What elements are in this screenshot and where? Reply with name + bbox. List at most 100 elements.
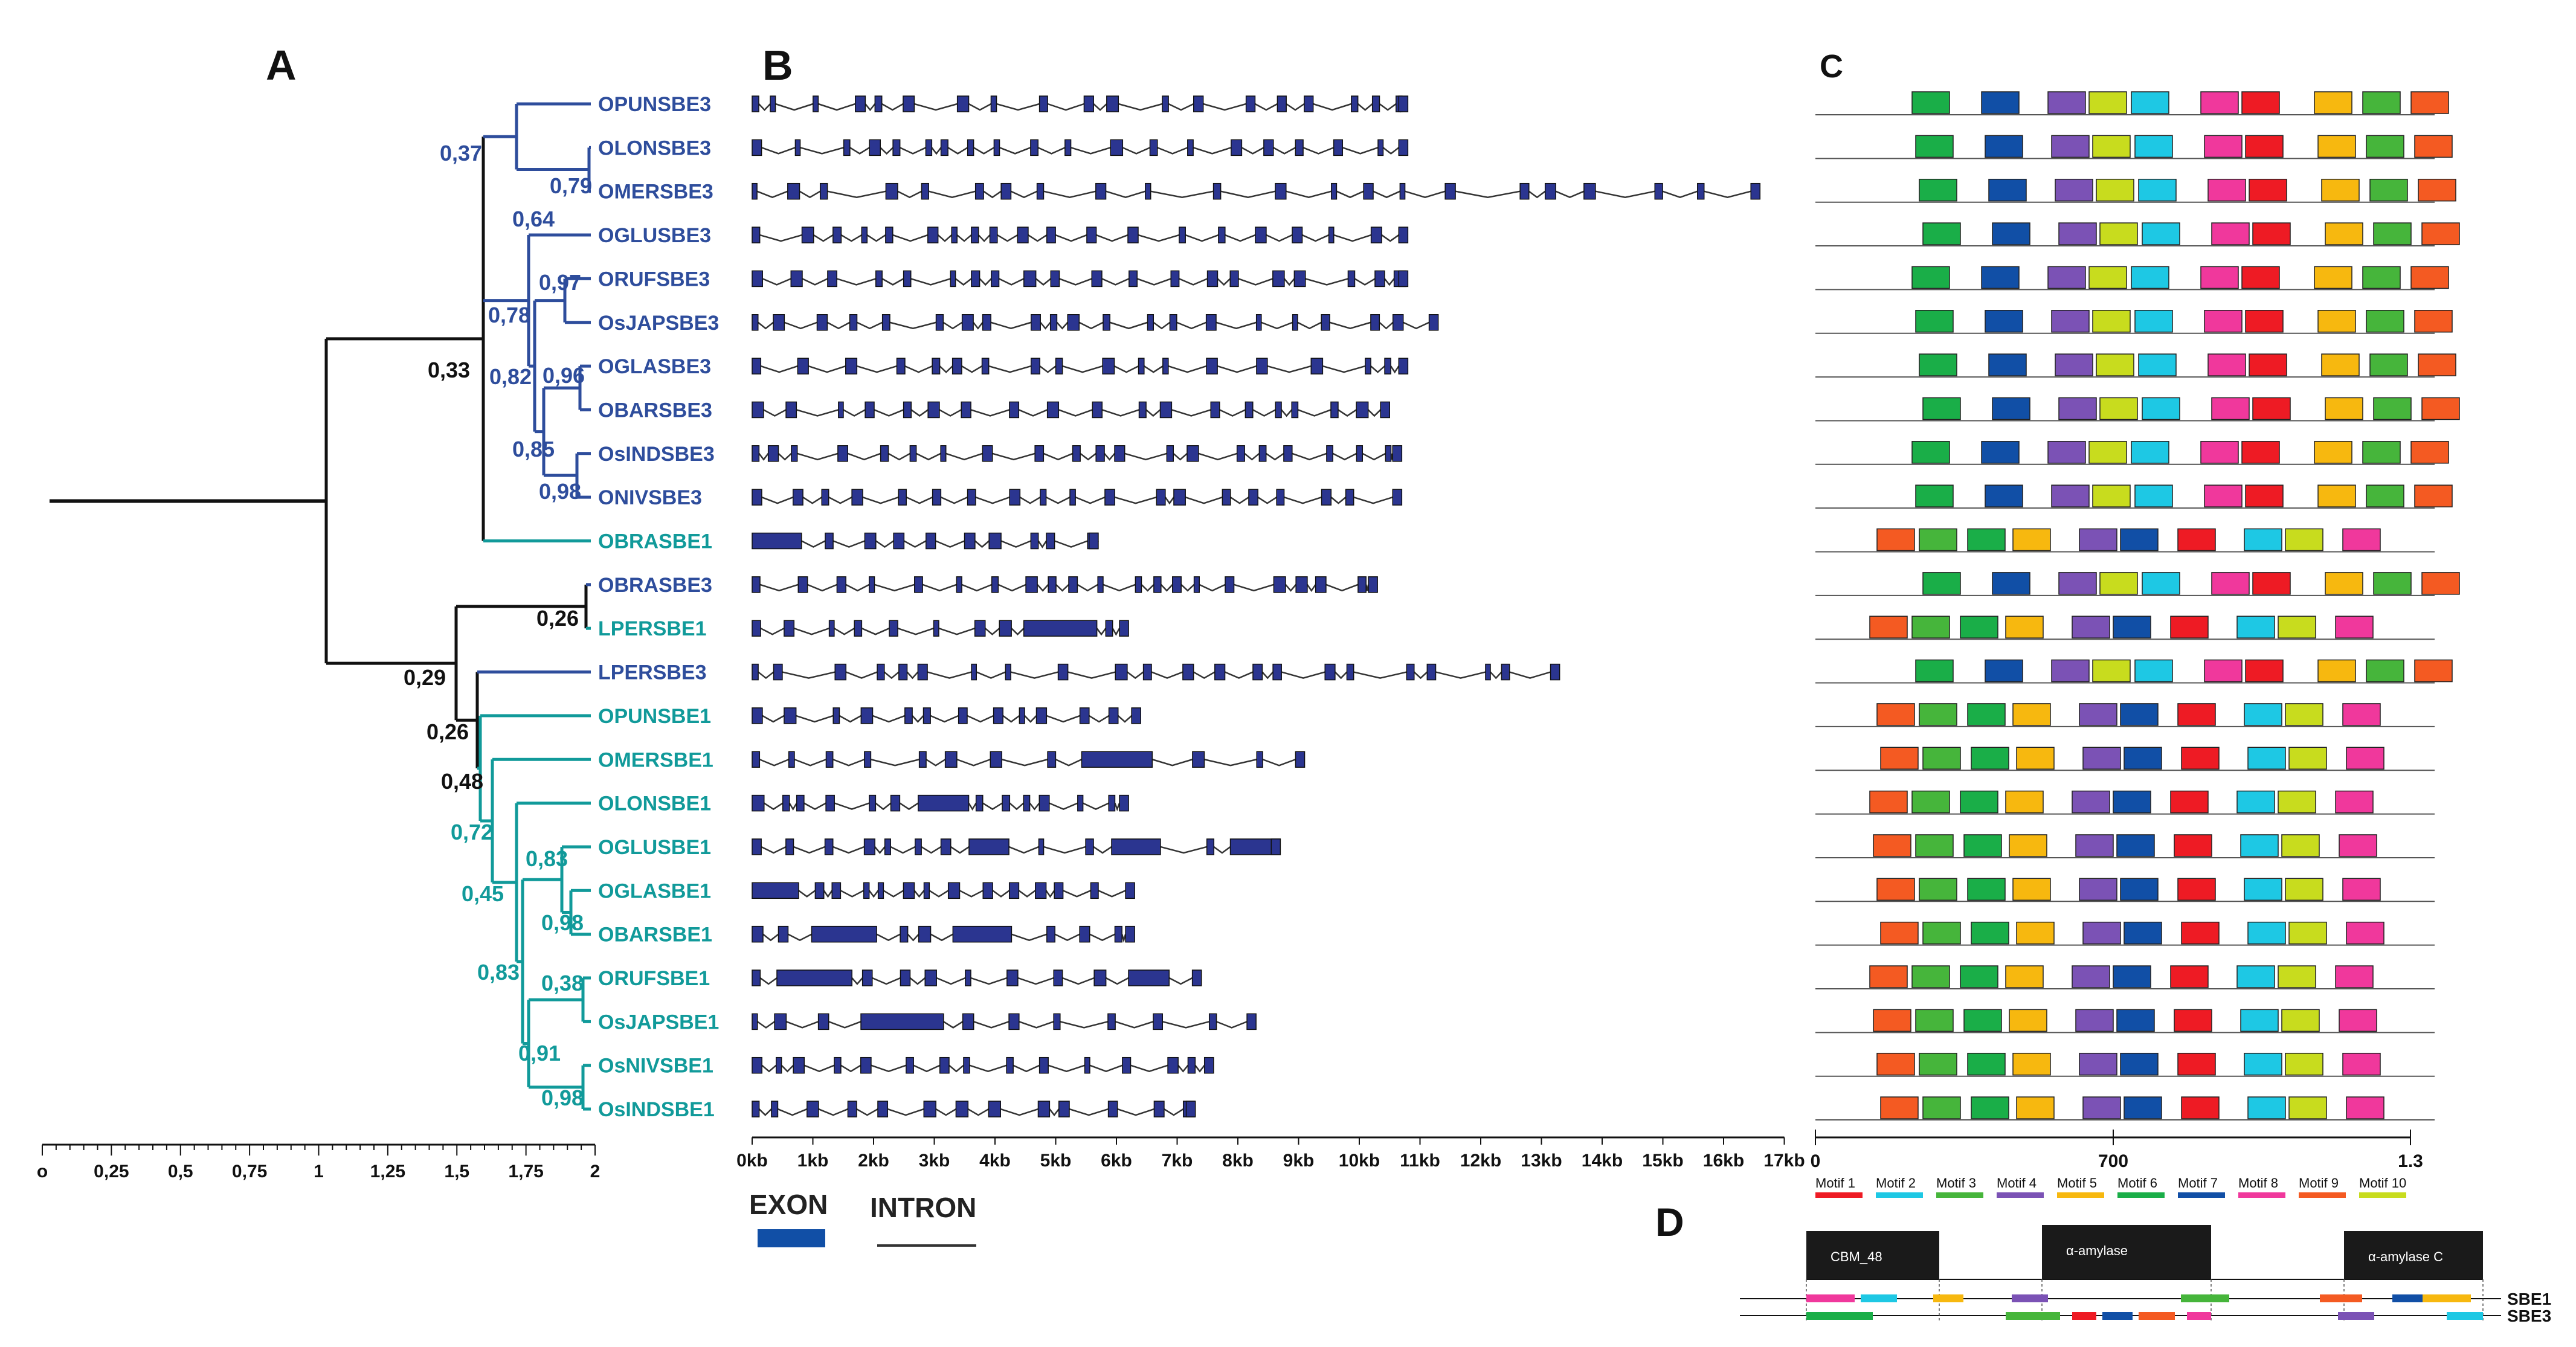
- intron: [1160, 846, 1208, 854]
- domain-row-label: SBE3: [2507, 1307, 2551, 1325]
- exon: [918, 794, 970, 812]
- intron: [849, 147, 870, 155]
- intron: [1127, 671, 1144, 680]
- exon: [1310, 358, 1324, 375]
- exon: [1315, 576, 1327, 593]
- motif-4-block: [2051, 659, 2090, 683]
- domain-motif-sbe3: [2338, 1312, 2374, 1320]
- exon: [807, 1101, 819, 1117]
- exon: [1321, 314, 1330, 331]
- intron: [931, 147, 942, 155]
- motif-4-block: [2072, 616, 2110, 638]
- intron: [1354, 278, 1376, 286]
- intron-legend-label: INTRON: [870, 1192, 976, 1223]
- intron: [1662, 190, 1698, 199]
- exon: [1040, 489, 1047, 506]
- exon: [752, 270, 763, 288]
- motif-10-block: [2096, 178, 2134, 202]
- intron: [759, 977, 778, 985]
- intron: [1009, 802, 1025, 811]
- intron: [1098, 890, 1126, 898]
- motif-4-block: [2079, 1052, 2117, 1076]
- domain-motif-sbe1: [2392, 1294, 2429, 1302]
- exon: [1324, 663, 1336, 681]
- motif-5-block: [2325, 572, 2363, 595]
- intron: [1281, 409, 1293, 417]
- intron: [1153, 321, 1171, 330]
- gene-axis-label: 17kb: [1763, 1151, 1805, 1171]
- intron: [1024, 715, 1037, 723]
- motif-rows: [1815, 91, 2460, 1121]
- exon: [1119, 620, 1129, 637]
- exon: [1049, 314, 1058, 331]
- motif-5-block: [2314, 266, 2352, 289]
- exon: [1398, 270, 1409, 288]
- motif-2-block: [2244, 1052, 2282, 1076]
- exon: [1283, 445, 1293, 462]
- exon: [1276, 489, 1285, 506]
- intron: [976, 671, 1006, 679]
- motif-5-block: [2005, 790, 2044, 814]
- exon: [918, 925, 932, 943]
- bootstrap-value: 0,98: [539, 479, 581, 504]
- gene-axis-label: 14kb: [1582, 1151, 1623, 1171]
- bootstrap-value: 0,33: [428, 358, 470, 382]
- intron: [777, 1108, 808, 1116]
- intron: [759, 234, 802, 242]
- motif-1-block: [2245, 659, 2284, 683]
- leaf-label: ORUFSBE3: [598, 268, 710, 291]
- motif-6-block: [1967, 703, 2006, 726]
- intron: [1136, 278, 1171, 286]
- motif-4-block: [2082, 747, 2121, 770]
- exon: [860, 1013, 944, 1030]
- exon: [1093, 969, 1107, 986]
- exon: [1346, 663, 1354, 681]
- motif-6-block: [1915, 484, 1954, 507]
- motif-6-block: [1967, 1052, 2006, 1076]
- motif-4-block: [2082, 921, 2121, 945]
- exon: [1111, 838, 1161, 855]
- gene-length-axis: 0kb 1kb 2kb 3kb 4kb 5kb 6kb 7kb 8kb 9kb 10kb 11kb 12…: [736, 1136, 1805, 1171]
- motif-1-block: [2249, 353, 2287, 376]
- motif-9-block: [2410, 266, 2449, 289]
- exon: [933, 620, 939, 637]
- exon: [1069, 489, 1076, 506]
- intron: [910, 278, 951, 286]
- motif-8-block: [2339, 834, 2377, 857]
- exon: [752, 620, 761, 637]
- exon: [993, 139, 1000, 156]
- leaf-label: OPUNSBE3: [598, 93, 711, 116]
- exon: [1444, 182, 1456, 200]
- intron: [1180, 583, 1195, 592]
- exon: [869, 794, 877, 812]
- intron: [1225, 234, 1256, 242]
- exon: [843, 139, 851, 156]
- intron: [762, 715, 785, 723]
- intron: [1379, 321, 1394, 330]
- scale-tick-label: 0,5: [168, 1162, 193, 1181]
- intron: [1302, 234, 1330, 242]
- motif-8-block: [2204, 659, 2243, 683]
- motif-8-block: [2204, 135, 2243, 158]
- exon: [1102, 358, 1115, 375]
- exon: [1091, 270, 1103, 288]
- exon: [1398, 139, 1409, 156]
- exon: [782, 794, 790, 812]
- exon: [924, 969, 937, 986]
- motif-2-block: [2240, 1009, 2279, 1032]
- exon: [903, 401, 912, 419]
- exon: [1169, 314, 1177, 331]
- intron: [930, 933, 953, 942]
- intron: [1252, 409, 1276, 417]
- motif-1-block: [2241, 91, 2280, 114]
- exon: [1191, 969, 1202, 986]
- exon: [1149, 139, 1158, 156]
- bootstrap-value: 0,45: [462, 881, 504, 906]
- exon: [1206, 838, 1215, 855]
- motif-5-block: [2005, 965, 2044, 988]
- motif-7-block: [1988, 353, 2027, 376]
- exon: [1127, 227, 1139, 243]
- scale-tick-label: 2: [590, 1162, 601, 1181]
- intron: [1059, 278, 1092, 286]
- motif-9-block: [1876, 528, 1915, 551]
